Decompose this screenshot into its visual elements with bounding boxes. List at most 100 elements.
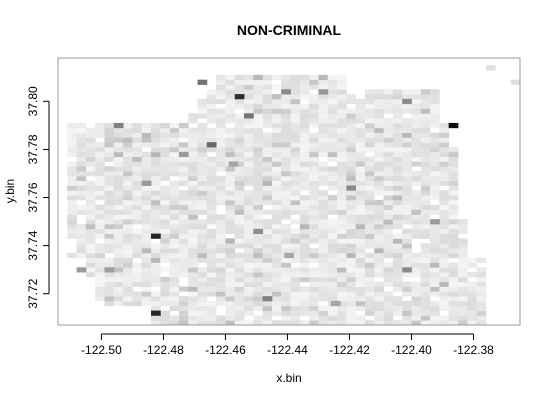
heatmap-cell [430, 104, 440, 109]
x-tick-label: -122.42 [329, 343, 370, 357]
heatmap-cell [123, 176, 133, 181]
heatmap-cell [318, 75, 328, 80]
heatmap-cell [393, 306, 403, 311]
heatmap-cell [151, 267, 161, 272]
heatmap-cell [198, 210, 208, 215]
heatmap-cell [337, 104, 347, 109]
heatmap-cell [244, 301, 254, 306]
heatmap-cell [328, 200, 338, 205]
heatmap-cell [114, 214, 124, 219]
heatmap-cell [77, 123, 87, 128]
heatmap-cell [309, 277, 319, 282]
heatmap-cell [207, 166, 217, 171]
heatmap-cell [207, 287, 217, 292]
heatmap-cell [77, 229, 87, 234]
heatmap-cell [216, 137, 226, 142]
heatmap-cell [346, 282, 356, 287]
heatmap-cell [67, 128, 77, 133]
heatmap-cell [114, 296, 124, 301]
heatmap-cell [132, 296, 142, 301]
heatmap-cell [253, 128, 263, 133]
heatmap-cell [114, 200, 124, 205]
heatmap-cell [170, 152, 180, 157]
heatmap-cell [449, 315, 459, 320]
heatmap-cell [114, 224, 124, 229]
heatmap-cell [142, 152, 152, 157]
heatmap-cell [337, 306, 347, 311]
heatmap-cell [430, 190, 440, 195]
heatmap-cell [160, 195, 170, 200]
heatmap-cell [430, 157, 440, 162]
heatmap-cell [356, 99, 366, 104]
heatmap-cell [105, 224, 115, 229]
heatmap-cell [114, 262, 124, 267]
heatmap-cell [114, 161, 124, 166]
heatmap-cell [95, 176, 105, 181]
heatmap-cell [439, 287, 449, 292]
heatmap-cell [356, 104, 366, 109]
heatmap-cell [439, 190, 449, 195]
heatmap-cell [95, 248, 105, 253]
heatmap-cell [318, 128, 328, 133]
heatmap-cell [86, 128, 96, 133]
heatmap-cell [365, 185, 375, 190]
heatmap-cell [151, 152, 161, 157]
heatmap-cell [67, 171, 77, 176]
heatmap-cell [188, 277, 198, 282]
heatmap-cell [449, 219, 459, 224]
heatmap-cell [170, 157, 180, 162]
heatmap-cell [67, 210, 77, 215]
heatmap-cell [281, 272, 291, 277]
heatmap-cell [346, 133, 356, 138]
heatmap-cell [263, 109, 273, 114]
heatmap-cell [235, 306, 245, 311]
heatmap-cell [67, 195, 77, 200]
heatmap-cell [430, 267, 440, 272]
heatmap-cell [430, 238, 440, 243]
heatmap-cell [346, 171, 356, 176]
heatmap-cell [207, 176, 217, 181]
heatmap-cell [123, 301, 133, 306]
heatmap-cell [225, 113, 235, 118]
heatmap-cell [77, 133, 87, 138]
heatmap-cell [291, 296, 301, 301]
heatmap-cell [188, 128, 198, 133]
heatmap-cell [253, 157, 263, 162]
heatmap-cell [281, 84, 291, 89]
heatmap-cell [291, 291, 301, 296]
heatmap-cell [402, 171, 412, 176]
heatmap-cell [318, 229, 328, 234]
heatmap-cell [216, 277, 226, 282]
heatmap-cell [291, 301, 301, 306]
heatmap-cell [114, 229, 124, 234]
heatmap-cell [179, 243, 189, 248]
heatmap-cell [346, 272, 356, 277]
heatmap-cell [272, 118, 282, 123]
heatmap-cell [411, 301, 421, 306]
heatmap-cell [337, 248, 347, 253]
heatmap-cell [179, 234, 189, 239]
heatmap-cell [318, 166, 328, 171]
heatmap-cell [346, 99, 356, 104]
heatmap-cell [86, 262, 96, 267]
heatmap-cell [77, 224, 87, 229]
heatmap-cell [421, 253, 431, 258]
heatmap-cell [170, 315, 180, 320]
heatmap-cell [439, 301, 449, 306]
heatmap-cell [216, 181, 226, 186]
heatmap-cell [356, 267, 366, 272]
heatmap-cell [300, 311, 310, 316]
heatmap-cell [114, 272, 124, 277]
heatmap-cell [318, 267, 328, 272]
heatmap-cell [235, 152, 245, 157]
heatmap-cell [402, 272, 412, 277]
heatmap-cell [328, 311, 338, 316]
heatmap-cell [225, 133, 235, 138]
heatmap-cell [253, 248, 263, 253]
heatmap-cell [114, 282, 124, 287]
heatmap-cell [430, 287, 440, 292]
heatmap-cell [309, 147, 319, 152]
heatmap-cell [281, 258, 291, 263]
heatmap-cell [105, 195, 115, 200]
y-axis-label: y.bin [3, 179, 17, 203]
